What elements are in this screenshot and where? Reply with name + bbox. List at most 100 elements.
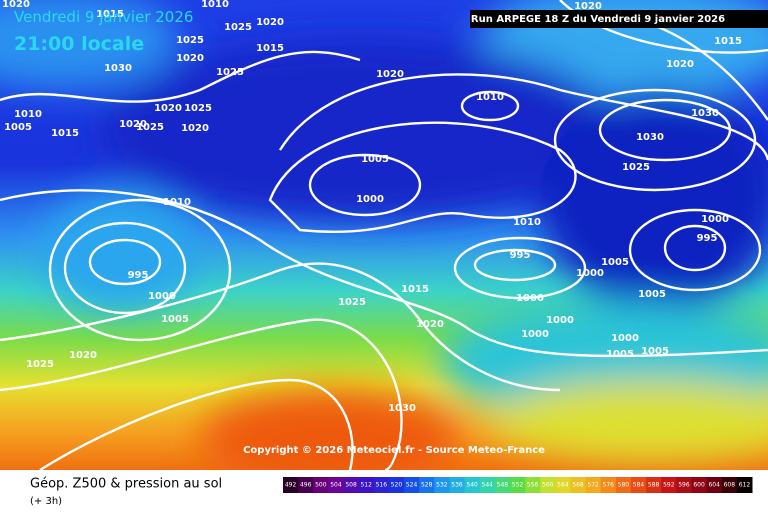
colorbar-label: 496 — [300, 482, 312, 489]
isobar-label: 995 — [128, 270, 149, 281]
colorbar-label: 600 — [693, 482, 705, 489]
colorbar-swatch — [540, 477, 556, 493]
isobar-label: 1015 — [401, 284, 429, 295]
colorbar-swatch — [328, 477, 345, 493]
colorbar-label: 504 — [330, 482, 342, 489]
colorbar-label: 544 — [482, 482, 494, 489]
isobar-label: 1010 — [14, 109, 42, 120]
colorbar-swatch — [555, 477, 571, 493]
isobar-label: 1005 — [4, 122, 32, 133]
isobar-label: 1025 — [216, 67, 244, 78]
colorbar-label: 564 — [557, 482, 569, 489]
colorbar-swatch — [388, 477, 405, 493]
colorbar-swatch — [419, 477, 435, 493]
run-box — [470, 10, 768, 28]
isobar-label: 1025 — [224, 22, 252, 33]
colorbar-swatch — [313, 477, 329, 493]
isobar-label: 1020 — [176, 53, 204, 64]
copyright: Copyright © 2026 Meteociel.fr - Source M… — [243, 445, 545, 456]
isobar-label: 1025 — [136, 122, 164, 133]
isobar-label: 1025 — [176, 35, 204, 46]
isobar-label: 1020 — [154, 103, 182, 114]
colorbar-label: 592 — [663, 482, 675, 489]
isobar-label: 1020 — [119, 119, 147, 130]
colorbar-label: 608 — [724, 482, 736, 489]
colorbar-swatch — [449, 477, 466, 493]
colorbar-label: 508 — [345, 482, 357, 489]
isobar-label: 1005 — [606, 349, 634, 360]
colorbar-label: 560 — [542, 482, 554, 489]
isobar-label: 1000 — [148, 291, 176, 302]
colorbar-label: 568 — [572, 482, 584, 489]
isobar-label: 1020 — [181, 123, 209, 134]
colorbar-swatch — [479, 477, 496, 493]
isobar-label: 1010 — [163, 197, 191, 208]
colorbar-label: 516 — [376, 482, 388, 489]
colorbar-swatch — [404, 477, 420, 493]
colorbar-label: 524 — [406, 482, 418, 489]
isobar-label: 1020 — [376, 69, 404, 80]
isobar-label: 1025 — [622, 162, 650, 173]
colorbar-label: 536 — [451, 482, 463, 489]
colorbar-label: 572 — [587, 482, 599, 489]
isobar-label: 1005 — [361, 154, 389, 165]
colorbar-swatch — [691, 477, 708, 493]
isobar-label: 1000 — [546, 315, 574, 326]
colorbar-label: 500 — [315, 482, 327, 489]
isobar-label: 1025 — [338, 297, 366, 308]
colorbar-swatch — [464, 477, 481, 493]
colorbar-swatch — [736, 477, 753, 493]
colorbar-label: 540 — [466, 482, 478, 489]
isobar-label: 1025 — [26, 359, 54, 370]
colorbar-label: 604 — [708, 482, 720, 489]
colorbar-label: 596 — [678, 482, 690, 489]
colorbar-swatch — [343, 477, 360, 493]
isobar-label: 1010 — [201, 0, 229, 10]
isobar-label: 1030 — [104, 63, 132, 74]
isobar-label: 1010 — [476, 92, 504, 103]
isobar-label: 1030 — [388, 403, 416, 414]
colorbar-label: 588 — [648, 482, 660, 489]
isobar-label: 1020 — [256, 17, 284, 28]
colorbar-label: 528 — [421, 482, 433, 489]
colorbar-swatch — [646, 477, 662, 493]
colorbar-label: 552 — [512, 482, 524, 489]
colorbar-label: 532 — [436, 482, 448, 489]
isobar-label: 1015 — [96, 9, 124, 20]
isobar-label: 1020 — [416, 319, 444, 330]
isobar-label: 1020 — [2, 0, 30, 10]
colorbar-swatch — [298, 477, 314, 493]
colorbar-swatch — [676, 477, 692, 493]
isobar-label: 1005 — [601, 257, 629, 268]
colorbar: 492 496 500 504 508 512 516 520 524 528 532 536 540 5… — [283, 477, 753, 493]
isobar-label: 1000 — [356, 194, 384, 205]
colorbar-swatch — [615, 477, 632, 493]
colorbar-swatch — [630, 477, 647, 493]
colorbar-label: 548 — [497, 482, 509, 489]
isobar-label: 1005 — [638, 289, 666, 300]
isobar-label: 1000 — [516, 293, 544, 304]
colorbar-swatch — [283, 477, 299, 493]
isobar-label: 1010 — [513, 217, 541, 228]
colorbar-swatch — [721, 477, 738, 493]
isobar-label: 1025 — [184, 103, 212, 114]
footer-title: Géop. Z500 & pression au sol — [30, 477, 222, 492]
isobars — [0, 0, 768, 470]
colorbar-swatch — [585, 477, 602, 493]
colorbar-label: 520 — [391, 482, 403, 489]
isobar-label: 1015 — [714, 36, 742, 47]
isobar-label: 1005 — [641, 346, 669, 357]
isobar-label: 995 — [697, 233, 718, 244]
colorbar-label: 584 — [633, 482, 645, 489]
isobar-label: 1030 — [636, 132, 664, 143]
isobar-label: 995 — [510, 250, 531, 261]
colorbar-swatch — [600, 477, 617, 493]
isobar-label: 1000 — [521, 329, 549, 340]
isobar-label: 1020 — [69, 350, 97, 361]
isobar-label: 1015 — [51, 128, 79, 139]
colorbar-label: 576 — [603, 482, 615, 489]
colorbar-label: 612 — [739, 482, 751, 489]
isobar-label: 1005 — [161, 314, 189, 325]
